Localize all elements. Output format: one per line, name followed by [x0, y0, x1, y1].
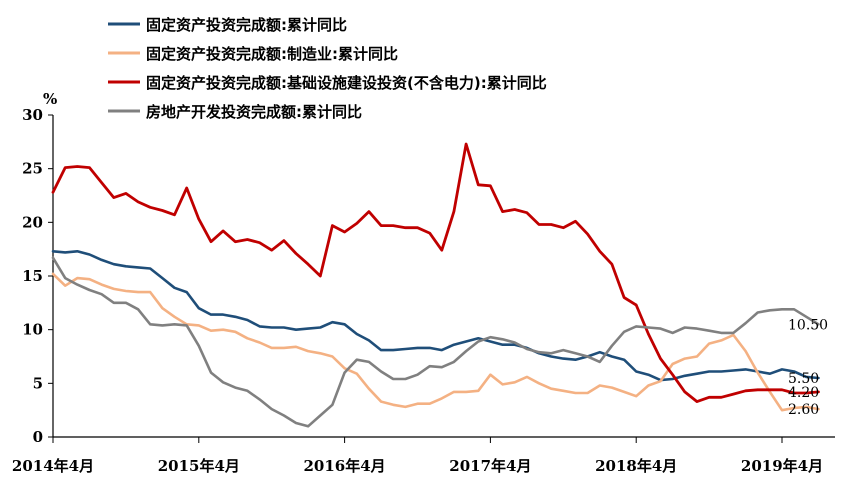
series-line-3	[51, 142, 820, 404]
y-tick-label: 20	[22, 213, 43, 231]
legend-entry-1: 固定资产投资完成额:累计同比	[146, 16, 347, 34]
legend-entry-3: 固定资产投资完成额:基础设施建设投资(不含电力):累计同比	[146, 74, 547, 92]
x-tick-label: 2014年4月	[12, 457, 94, 475]
y-axis-label: %	[43, 90, 57, 108]
end-value-label: 5.50	[788, 371, 819, 387]
series-line-4	[51, 256, 820, 428]
y-tick-label: 25	[22, 160, 43, 178]
end-labels: 10.50 5.504.202.60	[788, 317, 828, 418]
y-tick-label: 10	[22, 321, 43, 339]
x-tick-label: 2019年4月	[741, 457, 823, 475]
y-tick-label: 0	[33, 428, 43, 446]
x-tick-label: 2017年4月	[449, 457, 531, 475]
end-value-label: 10.50	[788, 317, 828, 333]
series-lines	[51, 142, 820, 428]
x-tick-label: 2016年4月	[304, 457, 386, 475]
y-axis-ticks: 0 5 10 15 20 25 30	[22, 106, 53, 446]
end-value-label: 2.60	[788, 402, 819, 418]
legend-entry-4: 房地产开发投资完成额:累计同比	[146, 103, 362, 121]
end-value-label: 4.20	[788, 385, 819, 401]
x-tick-label: 2018年4月	[595, 457, 677, 475]
x-tick-label: 2015年4月	[158, 457, 240, 475]
y-tick-label: 30	[22, 106, 43, 124]
series-line-2	[51, 272, 820, 412]
x-axis-ticks: 2014年4月 2015年4月 2016年4月 2017年4月 2018年4月 2019年…	[12, 437, 823, 475]
y-tick-label: 15	[22, 267, 43, 285]
axes	[52, 115, 835, 438]
legend: 固定资产投资完成额:累计同比固定资产投资完成额:制造业:累计同比固定资产投资完成…	[108, 16, 547, 121]
legend-entry-2: 固定资产投资完成额:制造业:累计同比	[146, 45, 398, 63]
series-line-1	[51, 250, 820, 382]
y-tick-label: 5	[33, 374, 43, 392]
